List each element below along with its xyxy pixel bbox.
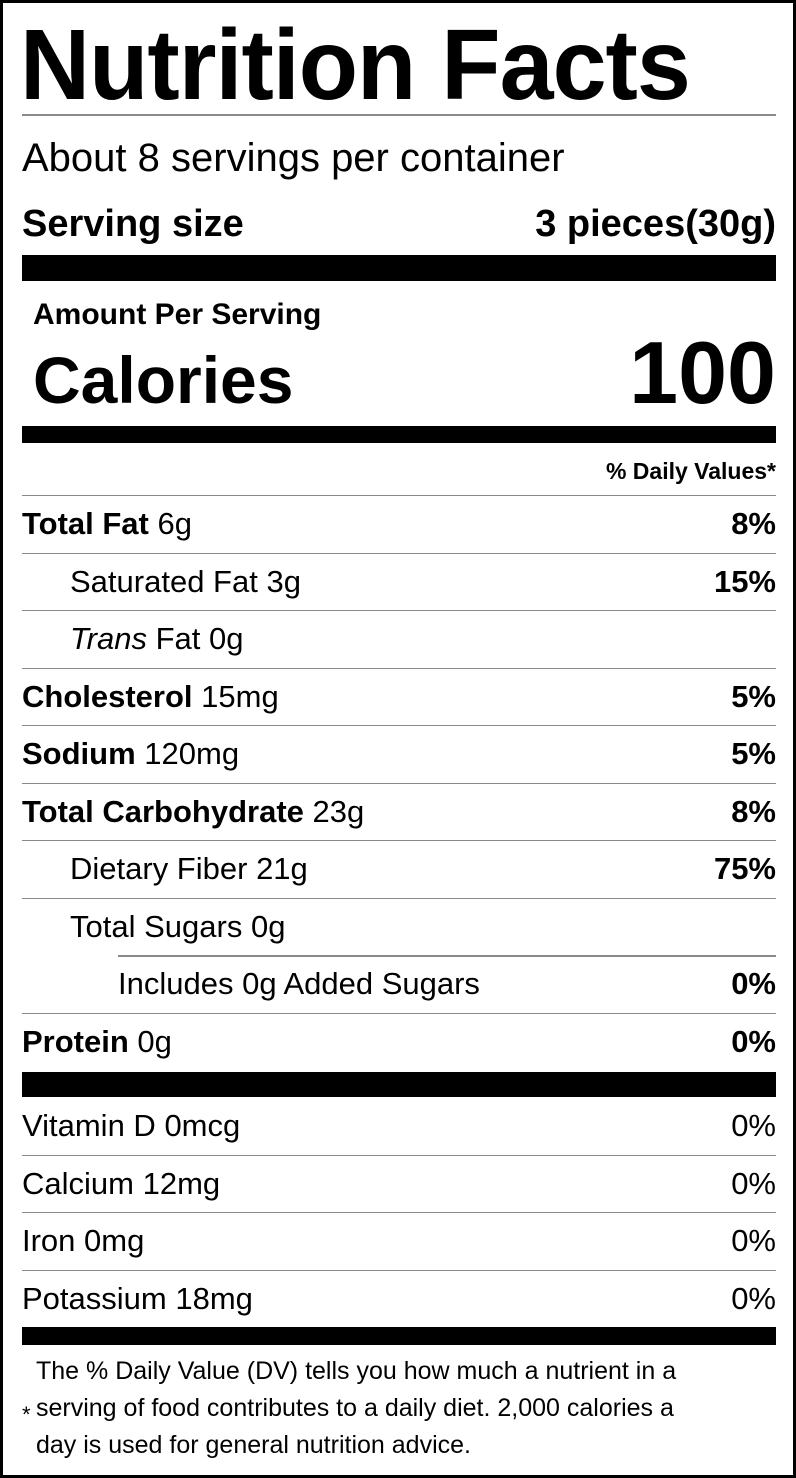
- daily-value-percent: 15%: [713, 563, 776, 599]
- footnote: The % Daily Value (DV) tells you how muc…: [36, 1353, 776, 1464]
- thick-divider: [22, 255, 776, 281]
- nutrient-amount: 0g: [209, 621, 244, 657]
- vitamin-label: Iron: [22, 1223, 76, 1259]
- daily-value-percent: 5%: [731, 678, 776, 714]
- vitamin-label: Potassium: [22, 1280, 167, 1316]
- nutrient-row: Includes 0g Added Sugars 0%: [22, 955, 776, 1013]
- vitamin-name: Vitamin D 0mcg: [22, 1108, 240, 1144]
- nutrient-amount: 120mg: [144, 736, 240, 772]
- calories-value: 100: [629, 323, 776, 422]
- servings-per-container: About 8 servings per container: [22, 136, 565, 180]
- daily-value-percent: 8%: [731, 506, 776, 542]
- vitamin-amount: 0mcg: [164, 1107, 241, 1143]
- nutrient-name: Cholesterol 15mg: [22, 679, 279, 715]
- footnote-line: The % Daily Value (DV) tells you how muc…: [36, 1357, 677, 1385]
- nutrient-row: Trans Fat 0g: [22, 610, 776, 668]
- amount-per-serving: Amount Per Serving: [33, 298, 322, 331]
- vitamin-amount: 12mg: [142, 1165, 221, 1201]
- nutrient-name: Includes 0g Added Sugars: [22, 966, 480, 1002]
- thick-divider: [22, 426, 776, 443]
- nutrient-name: Total Carbohydrate 23g: [22, 794, 364, 830]
- daily-value-percent: 0%: [731, 965, 776, 1001]
- daily-value-percent: 0%: [731, 1023, 776, 1059]
- nutrient-label: Dietary Fiber: [70, 851, 248, 887]
- vitamin-amount: 18mg: [175, 1280, 253, 1316]
- nutrient-amount: 6g: [157, 506, 192, 542]
- daily-value-percent: 5%: [731, 736, 776, 772]
- nutrient-label: Saturated Fat: [70, 563, 258, 599]
- serving-size-label: Serving size: [22, 203, 244, 245]
- vitamin-row: Vitamin D 0mcg 0%: [22, 1097, 776, 1155]
- serving-size-row: Serving size 3 pieces(30g): [22, 199, 776, 249]
- nutrient-label: Cholesterol: [22, 678, 193, 714]
- nutrient-amount: 3g: [266, 563, 301, 599]
- indented-divider: [118, 955, 776, 957]
- nutrient-amount: 21g: [256, 851, 308, 887]
- daily-value-percent: 0%: [731, 1223, 776, 1259]
- nutrient-label-suffix: Fat: [155, 621, 201, 657]
- nutrient-name: Saturated Fat 3g: [22, 564, 301, 600]
- nutrient-row: Total Sugars 0g: [22, 897, 776, 956]
- nutrient-name: Total Sugars 0g: [22, 909, 285, 945]
- vitamin-row: Potassium 18mg 0%: [22, 1269, 776, 1328]
- nutrient-row: Sodium 120mg 5%: [22, 725, 776, 783]
- nutrient-row: Total Fat 6g 8%: [22, 495, 776, 553]
- nutrient-label: Protein: [22, 1023, 129, 1059]
- vitamin-name: Iron 0mg: [22, 1223, 144, 1259]
- footnote-asterisk: *: [22, 1402, 31, 1427]
- nutrient-name: Total Fat 6g: [22, 506, 192, 542]
- calories-row: Calories 100: [33, 328, 776, 425]
- nutrient-label: Total Sugars: [70, 908, 243, 944]
- nutrient-label: Total Fat: [22, 506, 149, 542]
- daily-value-percent: 0%: [731, 1107, 776, 1143]
- nutrient-label: Includes 0g Added Sugars: [118, 965, 480, 1001]
- vitamin-label: Vitamin D: [22, 1107, 156, 1143]
- daily-value-percent: 0%: [731, 1165, 776, 1201]
- nutrient-amount: 23g: [312, 793, 365, 829]
- footnote-line: day is used for general nutrition advice…: [36, 1431, 471, 1459]
- nutrient-row: Dietary Fiber 21g 75%: [22, 840, 776, 898]
- nutrient-row: Saturated Fat 3g 15%: [22, 552, 776, 611]
- daily-value-percent: 8%: [731, 793, 776, 829]
- vitamin-name: Potassium 18mg: [22, 1281, 253, 1317]
- thick-divider: [22, 1072, 776, 1097]
- nutrient-row: Cholesterol 15mg 5%: [22, 667, 776, 726]
- nutrient-name: Dietary Fiber 21g: [22, 851, 308, 887]
- serving-size-value: 3 pieces(30g): [535, 203, 776, 245]
- vitamin-amount: 0mg: [84, 1223, 145, 1259]
- nutrient-name: Trans Fat 0g: [22, 621, 243, 657]
- thick-divider: [22, 1327, 776, 1345]
- nutrient-amount: 0g: [250, 908, 286, 944]
- nutrient-amount: 15mg: [201, 678, 279, 714]
- nutrient-label: Total Carbohydrate: [22, 793, 304, 829]
- nutrient-label: Trans: [70, 621, 147, 657]
- daily-value-percent: 75%: [713, 851, 776, 887]
- nutrient-label: Sodium: [22, 736, 136, 772]
- divider: [22, 114, 776, 116]
- vitamin-name: Calcium 12mg: [22, 1166, 220, 1202]
- daily-values-header: % Daily Values*: [605, 458, 776, 484]
- nutrient-amount: 0g: [137, 1023, 172, 1059]
- daily-value-percent: 0%: [731, 1280, 776, 1316]
- vitamin-row: Iron 0mg 0%: [22, 1212, 776, 1270]
- vitamin-label: Calcium: [22, 1165, 134, 1201]
- footnote-line: serving of food contributes to a daily d…: [36, 1394, 674, 1422]
- nutrient-row: Protein 0g 0%: [22, 1012, 776, 1071]
- nutrient-row: Total Carbohydrate 23g 8%: [22, 782, 776, 841]
- calories-label: Calories: [33, 343, 294, 417]
- nutrient-name: Protein 0g: [22, 1024, 172, 1060]
- label-title: Nutrition Facts: [20, 9, 691, 121]
- nutrient-name: Sodium 120mg: [22, 736, 239, 772]
- vitamin-row: Calcium 12mg 0%: [22, 1154, 776, 1213]
